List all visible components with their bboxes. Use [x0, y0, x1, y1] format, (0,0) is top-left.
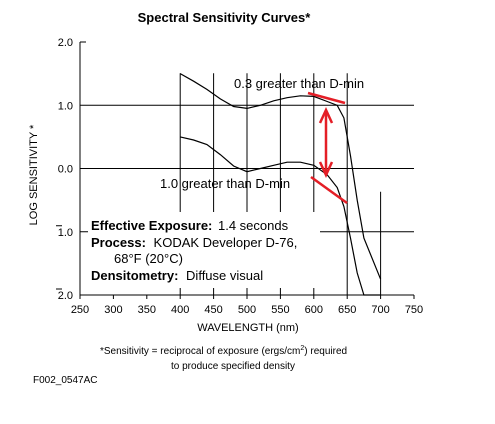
footnote-text-a: *Sensitivity = reciprocal of exposure (e…	[100, 346, 300, 357]
red-arrow-head-up	[318, 107, 334, 124]
densitometry-line: Densitometry: Diffuse visual	[91, 268, 263, 283]
y-tick-label: 0.0	[58, 164, 73, 176]
x-tick-label: 650	[338, 304, 356, 316]
chart-grid	[79, 41, 415, 299]
footnote-line-1: *Sensitivity = reciprocal of exposure (e…	[100, 345, 347, 357]
densitometry-key: Densitometry:	[91, 268, 178, 283]
process-temp-line: 68°F (20°C)	[114, 251, 183, 266]
footnote-line-2: to produce specified density	[171, 361, 295, 372]
process-line: Process: KODAK Developer D-76,	[91, 235, 297, 250]
x-tick-label: 300	[104, 304, 122, 316]
y-axis-label: LOG SENSITIVITY *	[28, 124, 40, 225]
exposure-line: Effective Exposure: 1.4 seconds	[91, 218, 289, 233]
red-arrow-head-down	[318, 161, 334, 178]
y-tick-label: 1.0	[58, 100, 73, 112]
curve-0-3-above-dmin	[179, 73, 382, 280]
upper-curve-label: 0.3 greater than D-min	[234, 76, 364, 91]
y-tick-label: 2.0	[58, 290, 73, 302]
exposure-value: 1.4 seconds	[218, 218, 289, 233]
x-tick-labels: 250 300 350 400 450 500 550 600 650 700 750	[71, 304, 423, 316]
info-box-bg	[88, 212, 320, 288]
densitometry-value: Diffuse visual	[186, 268, 263, 283]
curves	[179, 73, 382, 296]
red-mark-upper	[307, 91, 346, 105]
process-key: Process:	[91, 235, 146, 250]
footnote-superscript: 2	[300, 345, 304, 352]
figure-id: F002_0547AC	[33, 375, 98, 386]
x-axis-label: WAVELENGTH (nm)	[197, 322, 298, 334]
x-tick-label: 250	[71, 304, 89, 316]
x-tick-label: 550	[271, 304, 289, 316]
y-tick-label: 1.0	[58, 227, 73, 239]
x-tick-label: 350	[138, 304, 156, 316]
y-tick-label: 2.0	[58, 37, 73, 49]
red-annotation-marks	[307, 91, 348, 205]
x-tick-label: 700	[371, 304, 389, 316]
x-tick-label: 750	[405, 304, 423, 316]
exposure-key: Effective Exposure:	[91, 218, 212, 233]
x-tick-label: 500	[238, 304, 256, 316]
chart-title: Spectral Sensitivity Curves*	[138, 10, 312, 25]
curve-1-0-above-dmin	[180, 136, 381, 296]
x-tick-label: 400	[171, 304, 189, 316]
y-tick-labels: 2.0 1.0 0.0 1.0 2.0	[56, 37, 73, 302]
red-mark-lower	[310, 175, 348, 205]
process-value: KODAK Developer D-76,	[154, 235, 298, 250]
footnote-text-b: ) required	[304, 346, 347, 357]
exposure-info: Effective Exposure: 1.4 seconds Process:…	[88, 212, 320, 288]
x-tick-label: 450	[204, 304, 222, 316]
x-tick-label: 600	[305, 304, 323, 316]
y-axis-label-text: LOG SENSITIVITY *	[28, 124, 40, 225]
lower-curve-label: 1.0 greater than D-min	[160, 176, 290, 191]
